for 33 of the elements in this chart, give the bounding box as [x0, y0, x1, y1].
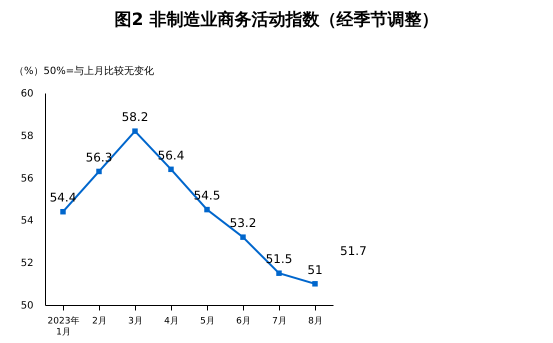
point: [276, 270, 282, 276]
chart-subtitle: （%）50%=与上月比较无变化: [14, 64, 154, 78]
x-tick-label: 3月: [128, 316, 143, 326]
y-tick-label: 56: [20, 173, 34, 184]
y-tick-label: 58: [20, 130, 34, 142]
y-tick-label: 52: [20, 258, 34, 270]
point: [240, 234, 246, 240]
y-tick-label: 60: [20, 88, 34, 100]
data-label: 51.5: [266, 252, 292, 266]
point: [132, 128, 138, 134]
y-tick-label: 50: [20, 300, 34, 312]
x-tick-label: 4月: [164, 316, 179, 326]
data-label: 53.2: [230, 216, 256, 230]
point: [168, 166, 174, 172]
text: 51.7: [340, 244, 367, 258]
point: [96, 168, 102, 174]
x-tick-label: 2月: [92, 316, 107, 326]
data-label: 56.4: [158, 148, 184, 162]
x-tick-label: 2023年 1月: [48, 316, 80, 338]
point: [60, 208, 66, 214]
chart-title: 图2 非制造业商务活动指数（经季节调整）: [114, 9, 440, 31]
point: [312, 281, 318, 287]
x-tick-label: 5月: [200, 316, 215, 326]
x-tick-label: 8月: [308, 316, 323, 326]
data-label: 54.5: [194, 188, 220, 203]
data-label: 56.3: [86, 150, 112, 164]
point: [204, 206, 210, 212]
data-label: 51: [307, 262, 323, 277]
y-tick-label: 54: [20, 216, 34, 227]
data-label: 54.4: [50, 190, 76, 205]
x-tick-label: 6月: [236, 316, 251, 326]
data-label: 58.2: [122, 110, 148, 124]
x-tick-label: 7月: [272, 316, 287, 326]
